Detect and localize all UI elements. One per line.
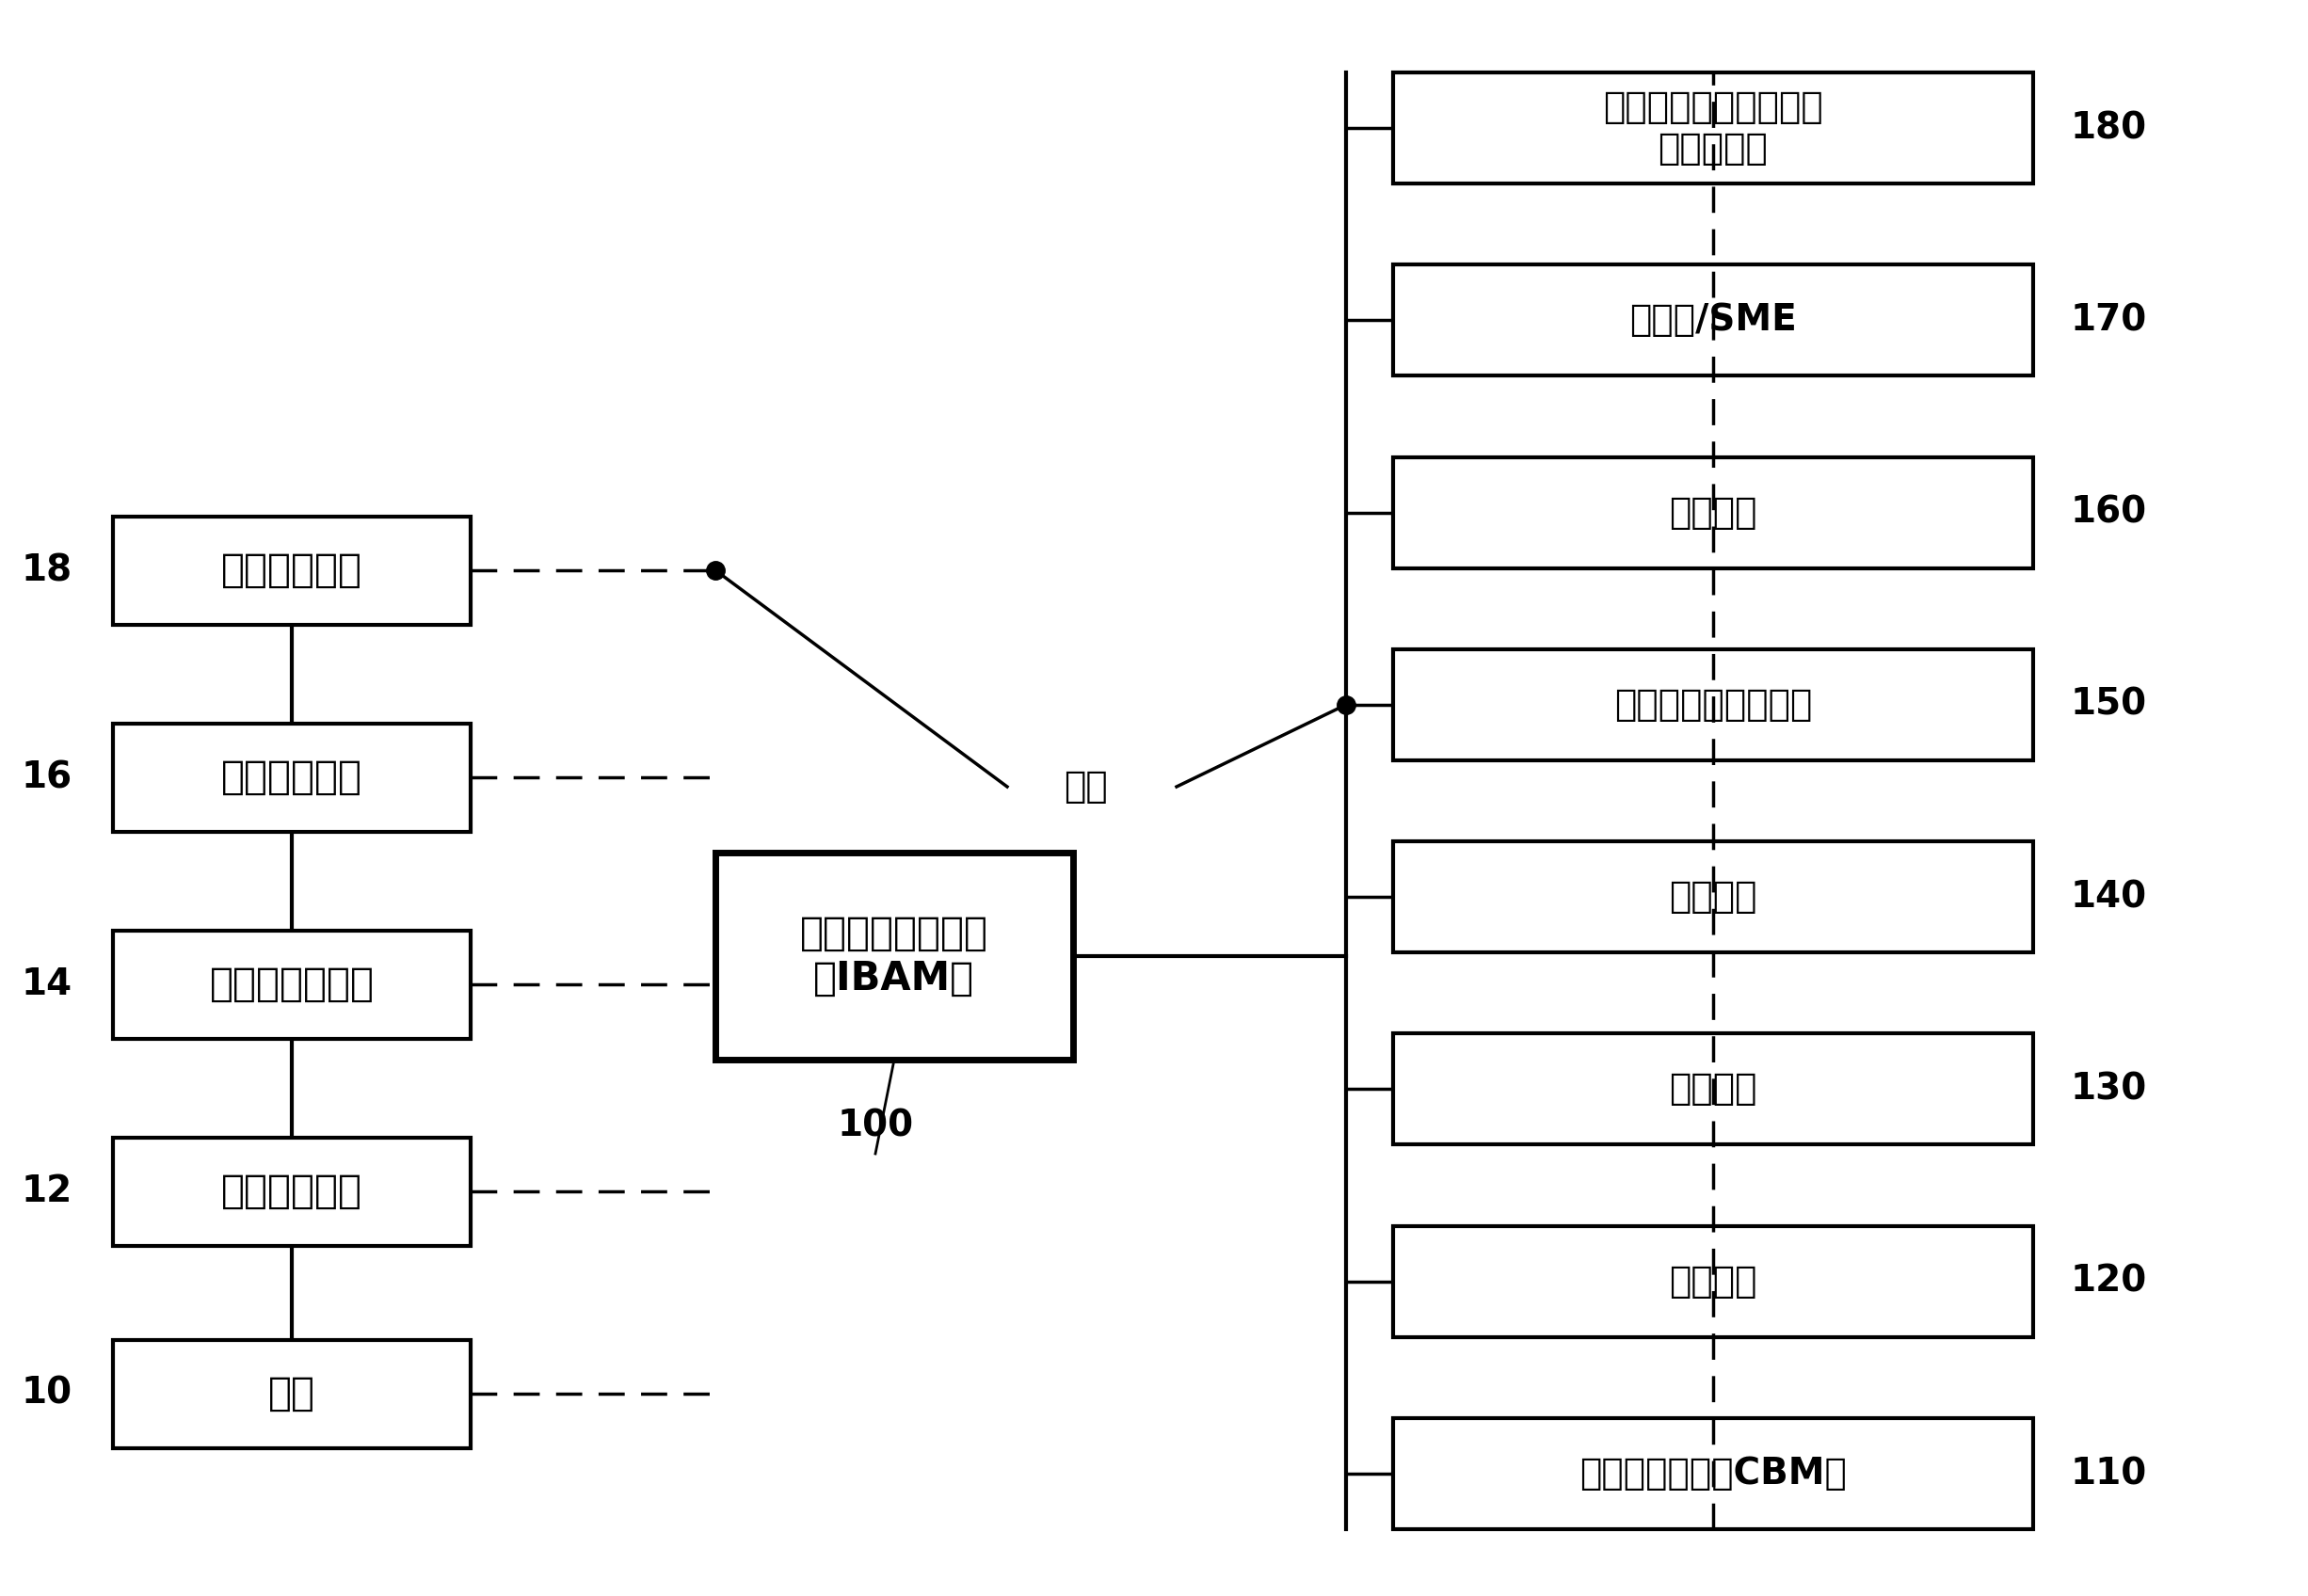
Bar [1394, 72, 2033, 184]
Text: 170: 170 [2070, 302, 2146, 338]
Bar [1394, 1226, 2033, 1337]
Bar [113, 930, 471, 1039]
Text: 行业业务架构模型
（IBAM）: 行业业务架构模型 （IBAM） [801, 913, 988, 999]
Text: 100: 100 [838, 1108, 914, 1143]
Bar [113, 1339, 471, 1448]
Bar [1394, 841, 2033, 953]
Bar [1394, 265, 2033, 375]
Text: 16: 16 [21, 760, 72, 795]
Bar [113, 723, 471, 832]
Bar [113, 516, 471, 624]
Text: 组件业务模型（CBM）: 组件业务模型（CBM） [1579, 1456, 1846, 1492]
Bar [113, 1138, 471, 1245]
Text: 信息模型: 信息模型 [1669, 879, 1756, 915]
Bar [1394, 456, 2033, 568]
Text: 总成熟度: 总成熟度 [1669, 495, 1756, 530]
Text: 过程模型: 过程模型 [1669, 1264, 1756, 1299]
Text: 110: 110 [2070, 1456, 2146, 1492]
Text: 关联: 关联 [1064, 769, 1108, 804]
Text: 140: 140 [2070, 879, 2146, 915]
Bar [1394, 1419, 2033, 1529]
Text: 服务模型: 服务模型 [1669, 1071, 1756, 1108]
Text: 解决方案提供: 解决方案提供 [222, 551, 362, 591]
Text: 18: 18 [21, 552, 72, 589]
Text: 160: 160 [2070, 495, 2146, 530]
Bar [715, 852, 1073, 1060]
Text: 其它模型（例如，业务
功能模型）: 其它模型（例如，业务 功能模型） [1604, 89, 1823, 166]
Text: 行业解决方案: 行业解决方案 [222, 758, 362, 796]
Text: 180: 180 [2070, 110, 2146, 145]
Bar [1394, 1034, 2033, 1144]
Text: 知识资产和宣传资料: 知识资产和宣传资料 [1613, 686, 1812, 723]
Text: 部门: 部门 [268, 1374, 316, 1414]
Bar [1394, 650, 2033, 760]
Text: 行业或服务线: 行业或服务线 [222, 1171, 362, 1211]
Text: 10: 10 [21, 1376, 72, 1411]
Text: 行业解决方案图: 行业解决方案图 [210, 964, 374, 1004]
Text: 联系人/SME: 联系人/SME [1629, 302, 1796, 338]
Text: 150: 150 [2070, 686, 2146, 723]
Text: 120: 120 [2070, 1264, 2146, 1299]
Text: 12: 12 [21, 1173, 72, 1210]
Text: 130: 130 [2070, 1071, 2146, 1108]
Text: 14: 14 [21, 967, 72, 1002]
